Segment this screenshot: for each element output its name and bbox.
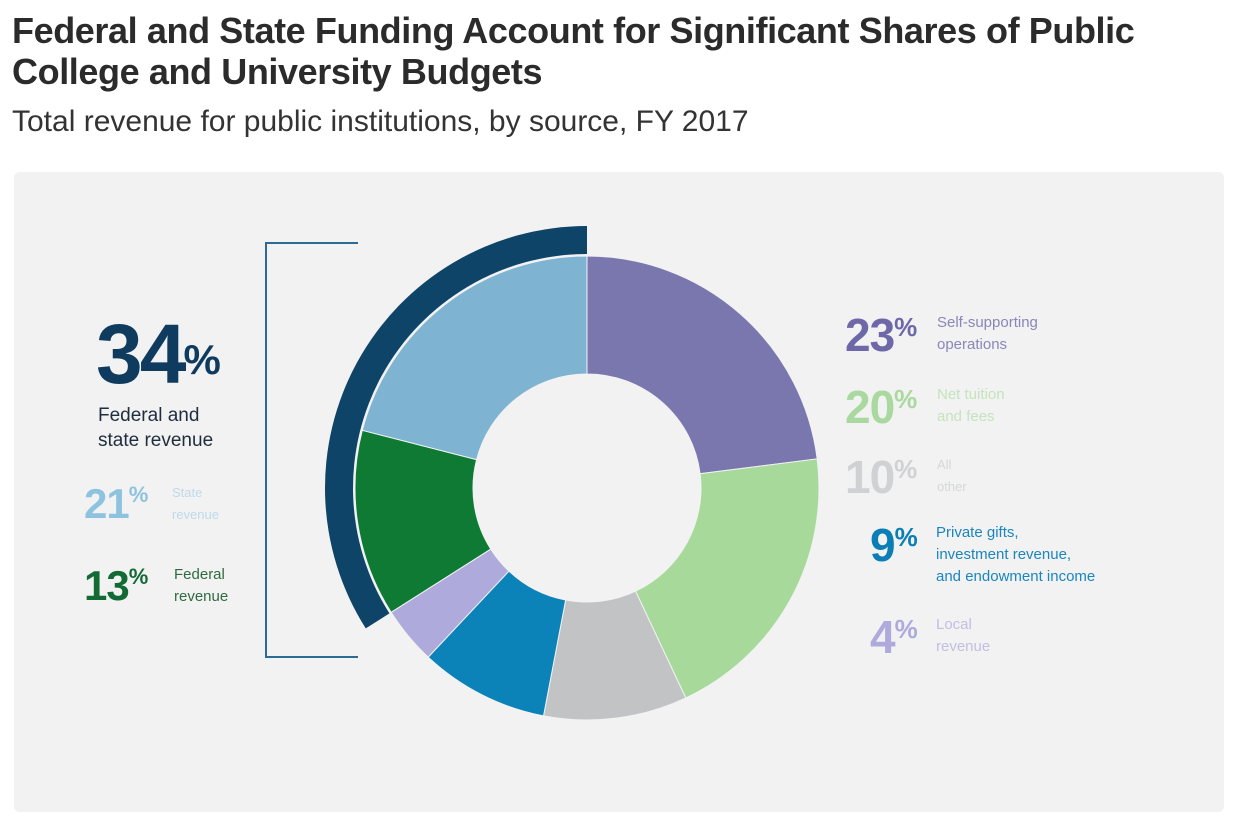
legend-state-revenue-label-line2: revenue bbox=[172, 507, 219, 522]
legend-private-gifts-value: 9 bbox=[870, 519, 896, 571]
legend-private-gifts: 9% Private gifts, investment revenue, an… bbox=[870, 519, 1095, 585]
legend-net-tuition-and-fees: 20% Net tuition and fees bbox=[845, 381, 1005, 433]
legend-net-tuition-value: 20 bbox=[845, 381, 895, 433]
legend-self-supporting-operations: 23% Self-supporting operations bbox=[845, 309, 1038, 361]
legend-all-other: 10% All other bbox=[845, 451, 967, 503]
legend-local-revenue-label-line2: revenue bbox=[936, 638, 991, 655]
federal-state-outer-arc bbox=[325, 226, 587, 629]
legend-state-revenue-label-line1: State bbox=[172, 485, 203, 500]
legend-local-revenue: 4% Local revenue bbox=[870, 611, 990, 663]
federal-state-bracket bbox=[265, 242, 358, 658]
legend-self-supporting-label-line2: operations bbox=[937, 336, 1008, 353]
donut-slice-net-tuition-and-fees bbox=[634, 458, 820, 699]
legend-local-revenue-label: Local revenue bbox=[936, 614, 990, 658]
legend-federal-revenue-label-line2: revenue bbox=[174, 588, 229, 605]
legend-federal-revenue-label: Federal revenue bbox=[174, 564, 228, 608]
legend-all-other-percent: % bbox=[894, 454, 918, 484]
legend-federal-revenue-value: 13 bbox=[84, 562, 130, 609]
legend-private-gifts-label-line3: and endowment income bbox=[936, 568, 1096, 585]
legend-federal-revenue: 13% Federal revenue bbox=[84, 562, 228, 610]
legend-state-revenue-value: 21 bbox=[84, 480, 130, 527]
legend-self-supporting-value: 23 bbox=[845, 309, 895, 361]
donut-slice-state-revenue bbox=[361, 255, 588, 461]
donut-slice-self-supporting-operations bbox=[586, 255, 818, 475]
legend-all-other-label-line2: other bbox=[937, 479, 967, 494]
chart-subtitle: Total revenue for public institutions, b… bbox=[12, 105, 749, 138]
federal-state-total-percent-sign: % bbox=[183, 336, 221, 383]
federal-state-total-value: 34 bbox=[96, 307, 186, 401]
legend-self-supporting-percent: % bbox=[894, 312, 918, 342]
legend-federal-revenue-percent: % bbox=[128, 564, 149, 589]
legend-state-revenue-label: State revenue bbox=[172, 482, 219, 526]
legend-local-revenue-label-line1: Local bbox=[936, 616, 972, 633]
legend-self-supporting-label-line1: Self-supporting bbox=[937, 314, 1038, 331]
federal-state-total-label-line2: state revenue bbox=[98, 430, 214, 451]
legend-local-revenue-percent: % bbox=[894, 614, 918, 644]
legend-state-revenue: 21% State revenue bbox=[84, 480, 219, 528]
legend-all-other-label-line1: All bbox=[937, 457, 952, 472]
legend-all-other-value: 10 bbox=[845, 451, 895, 503]
legend-net-tuition-label-line2: and fees bbox=[937, 408, 995, 425]
legend-net-tuition-label-line1: Net tuition bbox=[937, 386, 1005, 403]
legend-private-gifts-label-line2: investment revenue, bbox=[936, 546, 1072, 563]
legend-all-other-label: All other bbox=[937, 454, 967, 498]
legend-federal-revenue-label-line1: Federal bbox=[174, 566, 225, 583]
federal-state-total: 34% bbox=[96, 312, 221, 396]
legend-net-tuition-percent: % bbox=[894, 384, 918, 414]
legend-local-revenue-value: 4 bbox=[870, 611, 896, 663]
chart-title: Federal and State Funding Account for Si… bbox=[12, 10, 1135, 92]
federal-state-total-label: Federal and state revenue bbox=[98, 403, 268, 453]
legend-private-gifts-label: Private gifts, investment revenue, and e… bbox=[936, 522, 1095, 588]
legend-self-supporting-label: Self-supporting operations bbox=[937, 312, 1038, 356]
legend-private-gifts-percent: % bbox=[894, 522, 918, 552]
legend-private-gifts-label-line1: Private gifts, bbox=[936, 524, 1019, 541]
federal-state-total-label-line1: Federal and bbox=[98, 405, 200, 426]
legend-state-revenue-percent: % bbox=[128, 482, 149, 507]
legend-net-tuition-label: Net tuition and fees bbox=[937, 384, 1005, 428]
